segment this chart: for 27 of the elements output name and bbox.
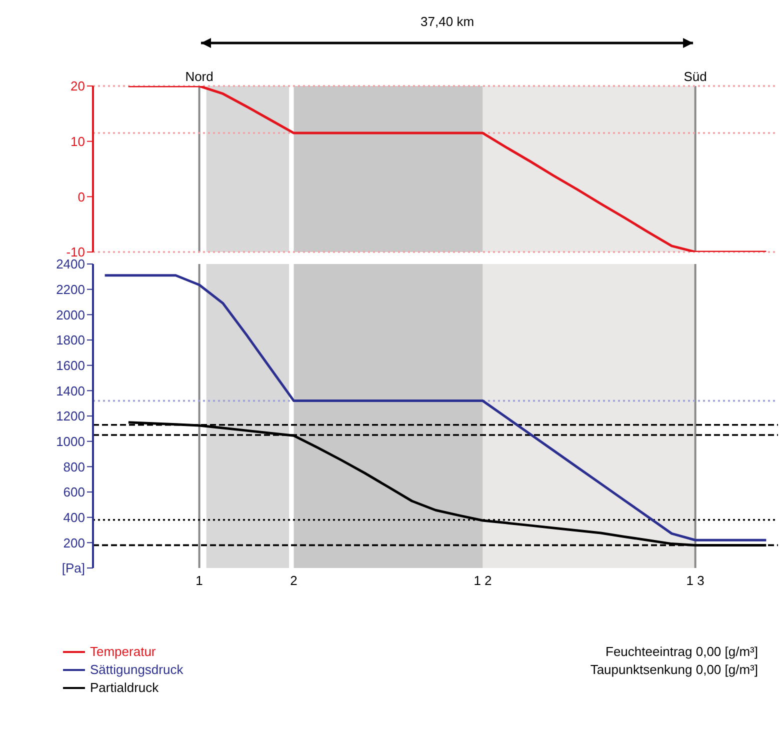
y-tick-label: 800	[63, 459, 85, 474]
x-tick-label: 1	[196, 573, 203, 588]
text: Taupunktsenkung 0,00 [g/m³]	[590, 661, 758, 679]
y-tick-label: 20	[70, 78, 85, 94]
y-tick-label: 2200	[56, 282, 85, 297]
legend-label: Temperatur	[89, 643, 157, 661]
y-tick-label: 1600	[56, 358, 85, 373]
y-tick-label: 2000	[56, 307, 85, 322]
y-tick-label: 200	[63, 535, 85, 550]
text: 37,40 km	[420, 14, 476, 29]
y-tick-label: 10	[70, 134, 85, 149]
x-tick-label: 1 3	[686, 573, 704, 588]
y-tick-label: 1200	[56, 408, 85, 424]
y-tick-label: 1400	[56, 383, 85, 398]
ref-line-label: Nord	[185, 69, 214, 84]
y-tick-label: 400	[63, 510, 85, 525]
y-tick-label: 1000	[56, 434, 85, 449]
x-tick-label: 1 2	[474, 573, 492, 588]
y-tick-label: 0	[78, 189, 85, 204]
y-tick-label: 600	[63, 484, 85, 500]
legend-label: Partialdruck	[89, 679, 160, 697]
legend-label: Sättigungsdruck	[89, 661, 184, 679]
ref-line-label: Süd	[684, 69, 707, 84]
text: Feuchteeintrag 0,00 [g/m³]	[604, 643, 758, 661]
y-tick-label: 1800	[56, 332, 85, 348]
y-tick-label: [Pa]	[62, 560, 85, 576]
x-tick-label: 2	[290, 573, 298, 588]
